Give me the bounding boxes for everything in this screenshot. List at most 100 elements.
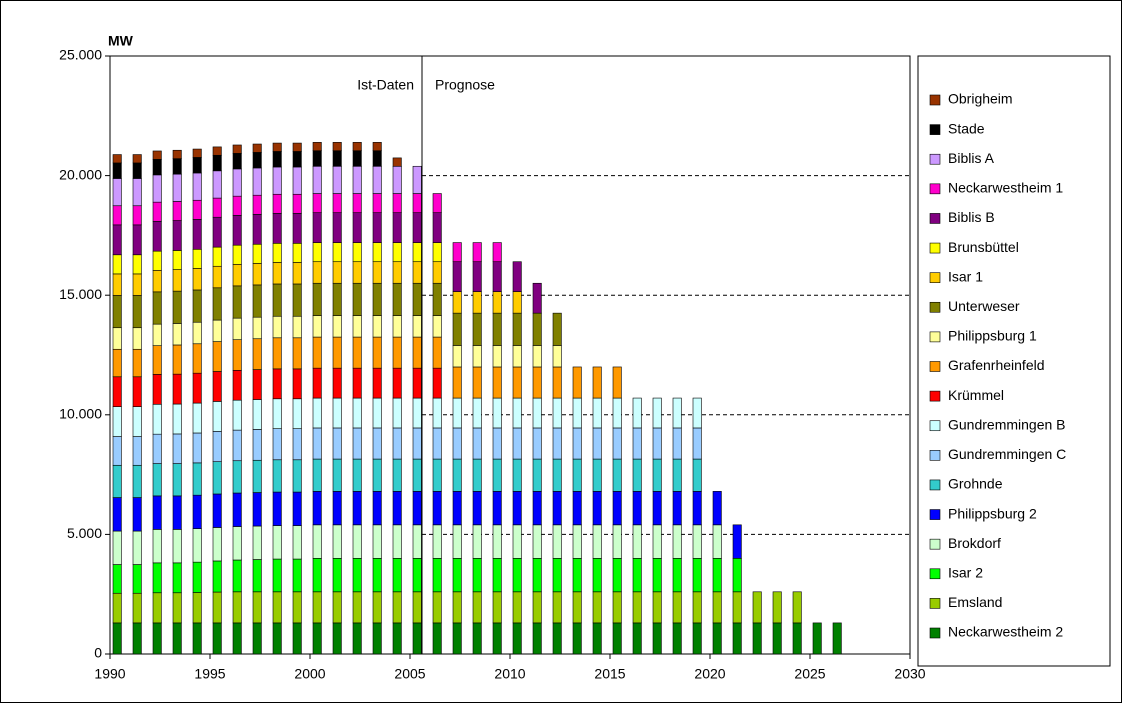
bar-segment — [192, 343, 202, 374]
bar-segment — [472, 458, 482, 492]
bar-segment — [512, 524, 522, 559]
bar-segment — [472, 558, 482, 593]
bar-segment — [412, 242, 422, 263]
legend-label: Philippsburg 1 — [948, 328, 1037, 344]
bar-segment — [292, 262, 302, 285]
bar-segment — [212, 154, 222, 172]
bar-segment — [492, 261, 502, 292]
bar-segment — [332, 367, 342, 399]
bar-segment — [492, 524, 502, 559]
bar-segment — [732, 591, 742, 624]
bar-segment — [432, 524, 442, 559]
bar-segment — [232, 370, 242, 401]
bar-segment — [252, 369, 262, 400]
bar-segment — [632, 622, 642, 655]
bar-segment — [612, 397, 622, 429]
bar-segment — [472, 427, 482, 460]
bar-segment — [192, 248, 202, 269]
bar-segment — [192, 148, 202, 158]
bar-segment — [672, 491, 682, 526]
bar-segment — [532, 622, 542, 655]
bar-segment — [572, 366, 582, 399]
bar-segment — [192, 372, 202, 404]
bar-segment — [432, 622, 442, 655]
bar-segment — [252, 591, 262, 624]
bar-segment — [512, 291, 522, 314]
bar-segment — [392, 591, 402, 624]
bar-segment — [672, 458, 682, 492]
bar-segment — [152, 345, 162, 375]
annotation: Prognose — [435, 77, 495, 93]
bar-segment — [172, 290, 182, 324]
bar-segment — [592, 427, 602, 460]
bar-segment — [372, 242, 382, 263]
bar-segment — [412, 524, 422, 559]
bar-segment — [612, 558, 622, 593]
bar-segment — [552, 427, 562, 460]
bar-segment — [272, 368, 282, 400]
bar-segment — [132, 254, 142, 275]
bar-segment — [492, 397, 502, 429]
bar-segment — [212, 341, 222, 372]
bar-segment — [712, 558, 722, 593]
bar-segment — [352, 558, 362, 593]
bar-segment — [552, 312, 562, 346]
bar-segment — [152, 433, 162, 464]
bar-segment — [212, 431, 222, 462]
bar-segment — [732, 622, 742, 655]
bar-segment — [112, 436, 122, 466]
legend-label: Neckarwestheim 1 — [948, 180, 1063, 196]
bar-segment — [132, 497, 142, 532]
bar-segment — [152, 159, 162, 176]
bar-segment — [212, 401, 222, 432]
bar-segment — [572, 622, 582, 655]
bar-segment — [312, 397, 322, 429]
bar-segment — [332, 261, 342, 284]
bar-segment — [252, 622, 262, 655]
bar-segment — [632, 397, 642, 429]
bar-segment — [552, 397, 562, 429]
bar-segment — [292, 591, 302, 624]
bar-segment — [392, 261, 402, 284]
bar-segment — [452, 622, 462, 655]
bar-segment — [432, 336, 442, 369]
bar-segment — [312, 427, 322, 460]
bar-segment — [512, 345, 522, 368]
bar-segment — [212, 560, 222, 593]
bar-segment — [312, 367, 322, 399]
bar-segment — [252, 559, 262, 593]
bar-segment — [112, 205, 122, 226]
x-tick-label: 2020 — [694, 666, 725, 682]
bar-segment — [272, 166, 282, 195]
bar-segment — [432, 558, 442, 593]
legend-label: Brunsbüttel — [948, 239, 1019, 255]
bar-segment — [452, 242, 462, 263]
bar-segment — [452, 458, 462, 492]
bar-segment — [412, 193, 422, 213]
y-tick-label: 20.000 — [59, 166, 102, 182]
bar-segment — [492, 427, 502, 460]
bar-segment — [132, 348, 142, 378]
bar-segment — [352, 458, 362, 492]
bar-segment — [272, 283, 282, 317]
bar-segment — [292, 315, 302, 339]
bar-segment — [112, 178, 122, 207]
bar-segment — [232, 526, 242, 561]
bar-segment — [372, 142, 382, 152]
bar-segment — [792, 591, 802, 624]
bar-segment — [592, 366, 602, 399]
bar-segment — [572, 397, 582, 429]
bar-segment — [452, 291, 462, 314]
bar-segment — [652, 397, 662, 429]
bar-segment — [232, 429, 242, 462]
bar-segment — [132, 376, 142, 407]
bar-segment — [452, 397, 462, 429]
bar-segment — [472, 591, 482, 624]
bar-segment — [352, 622, 362, 655]
bar-segment — [252, 399, 262, 430]
bar-segment — [652, 491, 662, 526]
bar-segment — [132, 224, 142, 256]
bar-segment — [592, 622, 602, 655]
bar-segment — [312, 491, 322, 526]
bar-segment — [192, 561, 202, 593]
